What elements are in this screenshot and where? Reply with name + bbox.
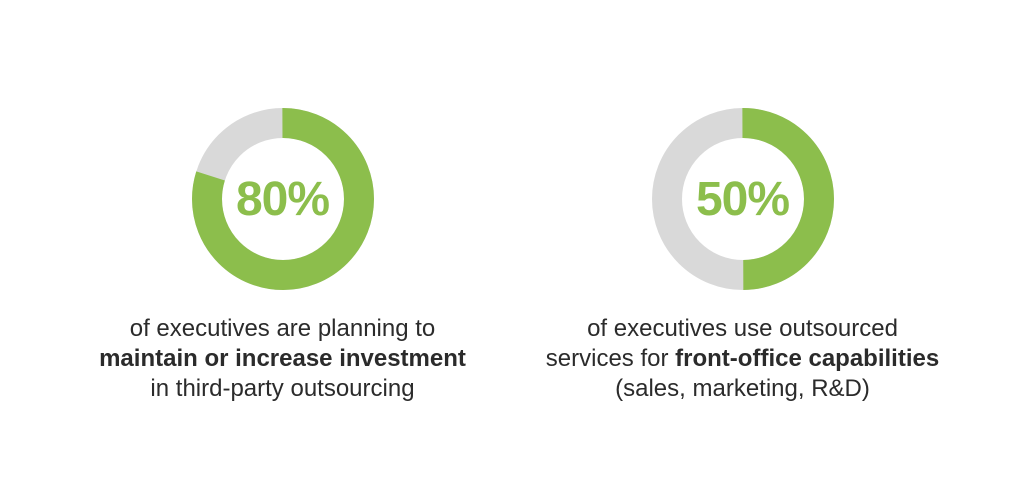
donut-percent-label: 50% [695,172,790,226]
caption-text: of executives use outsourced [587,315,898,342]
donut-percent-label: 80% [235,172,330,226]
caption-text-bold: maintain or increase investment [99,345,466,372]
caption-line: of executives use outsourced [546,314,939,344]
caption-line: of executives are planning to [99,314,466,344]
stat-caption: of executives use outsourced services for… [546,314,939,404]
donut-chart: 50% [651,108,834,290]
caption-text-bold: front-office capabilities [675,345,940,372]
stat-front-office-outsourcing: 50% of executives use outsourced services… [513,0,973,501]
caption-line: in third-party outsourcing [99,374,466,404]
caption-line: maintain or increase investment [99,344,466,374]
stat-caption: of executives are planning to maintain or… [99,314,466,404]
caption-text: (sales, marketing, R&D) [615,375,870,402]
caption-text: services for [545,345,676,372]
stat-outsourcing-investment: 80% of executives are planning to maintai… [53,0,513,501]
caption-line: services for front-office capabilities [546,344,939,374]
donut-chart-svg [651,108,834,290]
caption-text: in third-party outsourcing [150,375,415,402]
donut-chart-svg [191,108,374,290]
caption-line: (sales, marketing, R&D) [546,374,939,404]
donut-chart: 80% [191,108,374,290]
caption-text: of executives are planning to [129,315,436,342]
